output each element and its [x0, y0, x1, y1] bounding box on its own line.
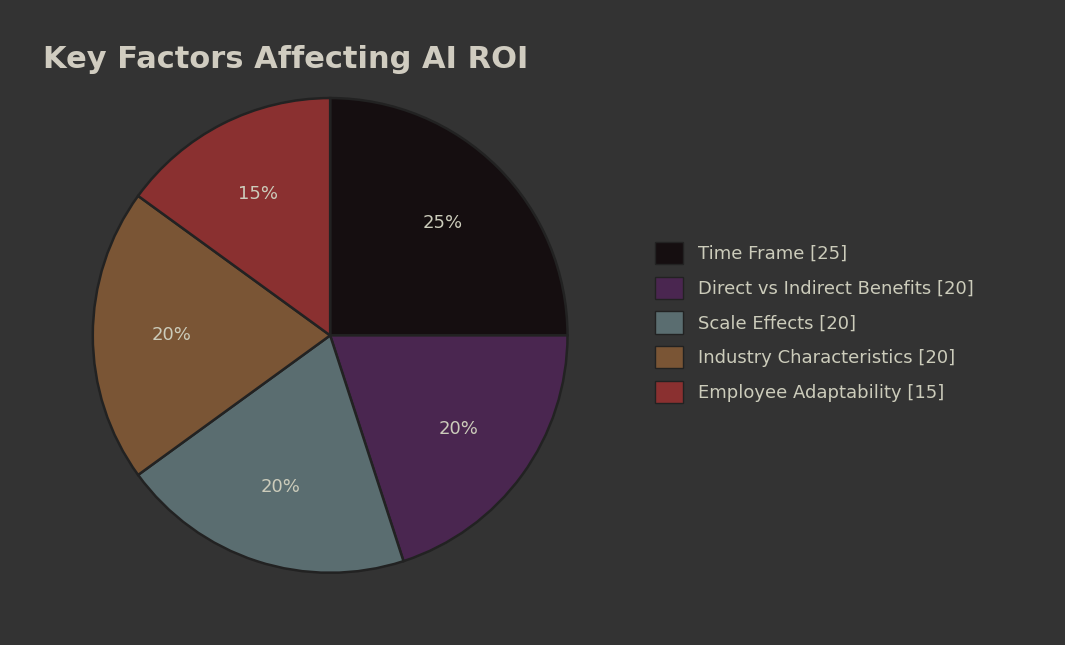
Text: Key Factors Affecting AI ROI: Key Factors Affecting AI ROI: [43, 45, 528, 74]
Text: 20%: 20%: [261, 478, 301, 495]
Wedge shape: [93, 196, 330, 475]
Text: 20%: 20%: [151, 326, 191, 344]
Wedge shape: [330, 335, 568, 561]
Wedge shape: [330, 98, 568, 335]
Text: 15%: 15%: [237, 184, 278, 203]
Text: 25%: 25%: [423, 214, 462, 232]
Wedge shape: [138, 98, 330, 335]
Legend: Time Frame [25], Direct vs Indirect Benefits [20], Scale Effects [20], Industry : Time Frame [25], Direct vs Indirect Bene…: [649, 237, 979, 408]
Text: 20%: 20%: [439, 420, 479, 438]
Wedge shape: [138, 335, 404, 573]
